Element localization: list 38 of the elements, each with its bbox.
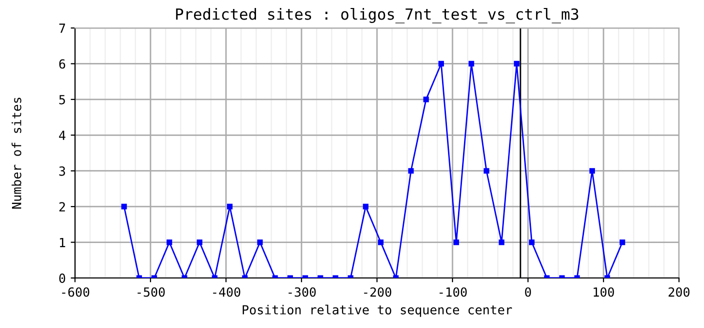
y-tick-label: 0: [59, 274, 66, 283]
x-tick-label: -200: [364, 287, 392, 297]
y-tick-label: 2: [59, 202, 65, 212]
point: [196, 240, 202, 246]
point: [257, 240, 263, 246]
x-tick-label: -400: [213, 287, 240, 297]
y-tick-label: 7: [59, 24, 66, 33]
chart-title: Predicted sites : oligos_7nt_test_vs_ctrl_m3: [176, 8, 578, 24]
point: [362, 204, 368, 210]
point: [620, 240, 626, 246]
x-tick-label: 200: [668, 287, 690, 297]
point: [453, 240, 460, 246]
point: [166, 240, 172, 246]
point: [438, 60, 444, 66]
point: [121, 204, 127, 210]
x-axis-title: Position relative to sequence center: [242, 304, 512, 317]
y-tick-label: 4: [59, 130, 66, 140]
x-tick-label: -100: [440, 287, 467, 297]
point: [514, 60, 520, 66]
y-tick-label: 6: [59, 59, 66, 69]
point: [378, 240, 384, 246]
y-axis-title: Number of sites: [12, 98, 22, 209]
y-tick-label: 1: [60, 238, 66, 248]
point: [226, 204, 233, 210]
x-tick-label: -500: [138, 287, 165, 297]
point: [408, 168, 414, 174]
point: [528, 240, 535, 246]
x-tick-label: 100: [594, 287, 614, 297]
point: [484, 168, 490, 174]
x-tick-label: -600: [62, 287, 90, 297]
point: [423, 96, 429, 102]
x-tick-label: 0: [525, 287, 531, 297]
point: [468, 60, 474, 66]
point: [589, 168, 595, 174]
x-tick-label: -300: [288, 287, 316, 297]
y-tick-label: 3: [59, 166, 66, 176]
y-tick-label: 5: [59, 95, 65, 104]
point: [498, 240, 504, 246]
